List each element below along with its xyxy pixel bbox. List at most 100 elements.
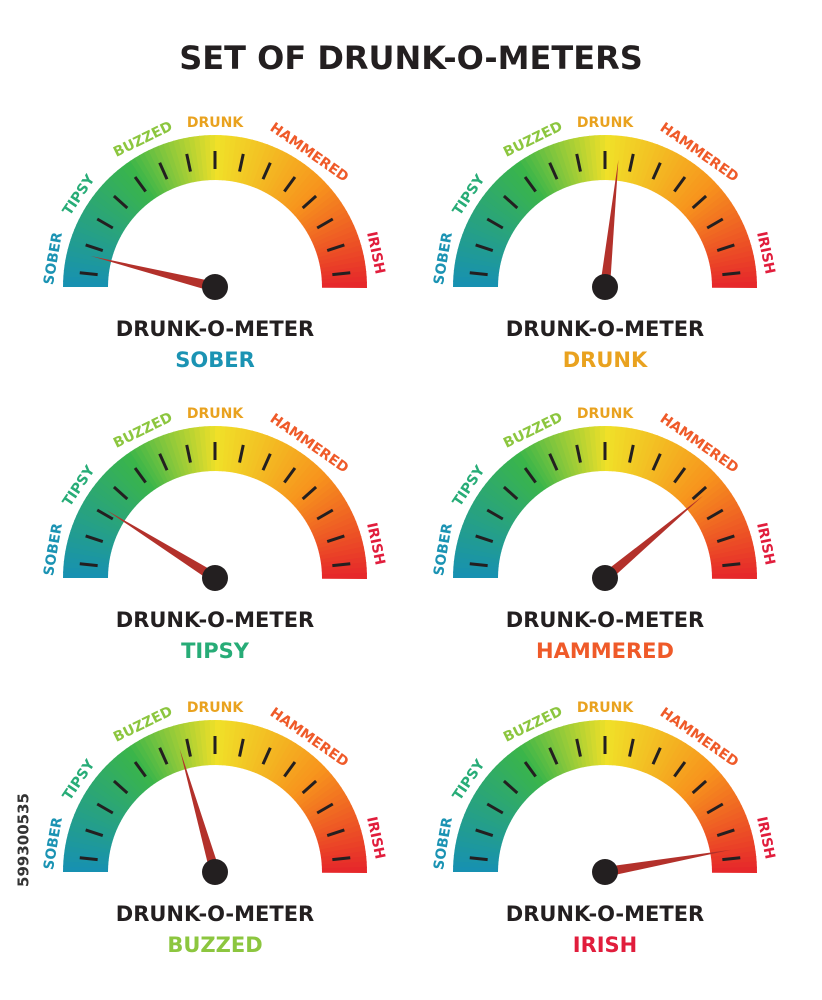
gauge-segment [453, 275, 499, 284]
gauge-segment [303, 493, 345, 522]
gauge-segment [318, 835, 364, 851]
gauge-segment [485, 188, 524, 222]
gauge-segment [92, 777, 132, 810]
gauge-segment [661, 449, 691, 490]
gauge-segment [67, 244, 113, 262]
gauge-segment [648, 439, 673, 483]
gauge-segment [117, 751, 150, 791]
gauge-segment [121, 454, 153, 494]
gauge-segment [301, 782, 342, 813]
gauge-segment [98, 184, 136, 219]
tick [502, 485, 519, 501]
gauge-segment [67, 829, 113, 847]
title: SET OF DRUNK-O-METERS [179, 39, 643, 77]
gauge-segment [317, 536, 363, 553]
gauge-segment [63, 566, 109, 575]
gauge-segment [462, 814, 507, 836]
gauge-segment [651, 150, 678, 193]
gauge-segment [476, 786, 517, 816]
gauge-state: DRUNK [563, 348, 648, 372]
tick [628, 738, 635, 757]
gauge-segment [280, 458, 314, 497]
gauge-segment [274, 745, 306, 786]
gauge-segment [470, 501, 513, 528]
gauge-segment [524, 739, 553, 782]
gauge-segment [63, 849, 110, 861]
gauge-segment [667, 749, 700, 789]
tick [316, 802, 334, 815]
gauge-segment [619, 427, 633, 473]
gauge-segment [679, 762, 716, 799]
gauge-segment [289, 762, 326, 799]
gauge-segment [709, 255, 755, 270]
gauge-segment [454, 259, 500, 273]
tick [469, 562, 488, 568]
gauge-segment [283, 461, 318, 499]
gauge-segment [619, 721, 633, 767]
gauge-segment [704, 230, 749, 252]
scale-label: SOBER [41, 816, 66, 871]
gauge-segment [63, 264, 110, 276]
gauge-segment [183, 137, 198, 183]
gauge-segment [511, 163, 543, 203]
gauge-segment [693, 787, 735, 816]
gauge-caption: DRUNK-O-METER [116, 608, 314, 632]
tick [651, 162, 662, 180]
gauge-segment [248, 727, 268, 772]
gauge-segment [638, 727, 658, 772]
gauge-segment [478, 487, 519, 519]
tick [326, 534, 345, 543]
gauge-segment [70, 234, 115, 254]
needle-hub [592, 565, 618, 591]
gauge-segment [488, 475, 526, 510]
tick [133, 761, 147, 778]
gauge-segment [573, 137, 588, 183]
gauge-segment [641, 435, 663, 480]
tick [85, 243, 104, 252]
gauge-caption: DRUNK-O-METER [506, 902, 704, 926]
gauge-segment [701, 511, 745, 536]
gauge-segment [251, 729, 273, 774]
gauge-segment [558, 725, 577, 771]
gauge-segment [296, 774, 336, 807]
gauge-segment [178, 429, 194, 475]
gauge-segment [627, 138, 643, 184]
gauge-segment [229, 721, 243, 767]
gauge-segment [289, 468, 326, 505]
gauge-segment [627, 429, 643, 475]
gauge-segment [307, 796, 350, 823]
tick [112, 194, 129, 210]
gauge-segment [318, 541, 364, 557]
gauge-segment [563, 724, 580, 770]
gauge-segment [95, 188, 134, 222]
gauge-segment [117, 457, 150, 497]
gauge-segment [70, 525, 115, 545]
gauge-segment [686, 189, 726, 222]
gauge-segment [681, 766, 719, 801]
gauge-segment [529, 152, 556, 195]
gauge-segment [638, 142, 658, 187]
gauge-segment [457, 829, 503, 847]
gauge-segment [113, 754, 147, 793]
gauge-segment [105, 467, 142, 504]
gauge-segment [130, 448, 159, 490]
gauge-segment [558, 431, 577, 477]
gauge-segment [457, 535, 503, 553]
gauge-segment [173, 430, 190, 476]
gauge-segment [691, 782, 732, 813]
gauge-segment [453, 566, 499, 575]
tick [96, 508, 114, 521]
gauge-segment [305, 206, 348, 235]
gauge-segment [664, 451, 696, 492]
gauge-segment [543, 436, 566, 481]
gauge-segment [689, 484, 729, 516]
gauge-segment [226, 135, 238, 182]
needle [604, 849, 732, 877]
tick [486, 508, 504, 521]
gauge-segment [309, 506, 353, 532]
gauge-segment [533, 734, 559, 778]
gauge-segment [320, 551, 366, 564]
gauge-segment [125, 745, 156, 786]
tick [96, 802, 114, 815]
gauge-segment [244, 725, 263, 771]
